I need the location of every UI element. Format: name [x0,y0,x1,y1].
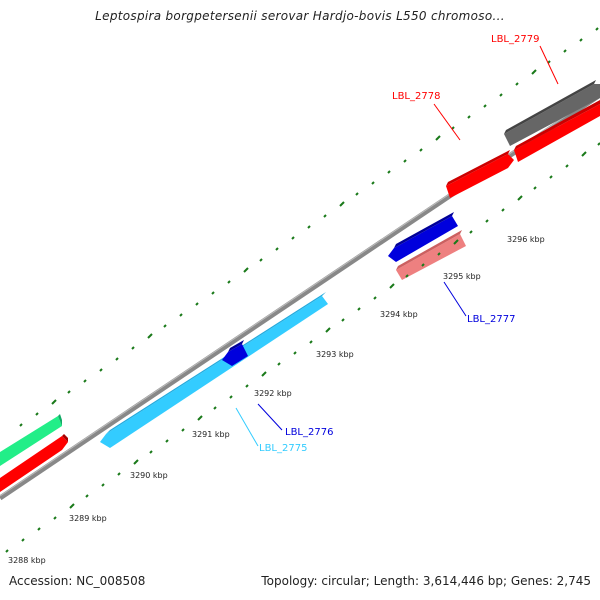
gene-label-lbl-2777[interactable]: LBL_2777 [467,314,515,325]
gene-red-left[interactable] [0,436,68,492]
inner-tick-row [5,142,600,553]
gene-label-lbl-2776[interactable]: LBL_2776 [285,427,333,438]
gene-callouts: LBL_2775 LBL_2776 LBL_2777 LBL_2778 LBL_… [235,34,559,454]
gene-label-lbl-2779[interactable]: LBL_2779 [491,34,539,45]
gene-lbl-2777[interactable] [396,234,466,280]
tick-label: 3288 kbp [8,556,46,565]
tick-label: 3296 kbp [507,235,545,244]
outer-tick-row [19,27,599,427]
tick-label: 3292 kbp [254,389,292,398]
gene-label-lbl-2775[interactable]: LBL_2775 [259,443,307,454]
tick-label: 3289 kbp [69,514,107,523]
gene-lbl-2778[interactable] [446,154,514,198]
gene-red-right[interactable] [514,104,600,162]
tick-label: 3290 kbp [130,471,168,480]
gene-lbl-2775[interactable] [100,296,328,448]
gene-lbl-2776[interactable] [222,344,248,366]
tick-labels: 3288 kbp 3289 kbp 3290 kbp 3291 kbp 3292… [8,235,545,565]
gene-blue-right[interactable] [388,216,458,262]
gene-label-lbl-2778[interactable]: LBL_2778 [392,91,440,102]
tick-label: 3294 kbp [380,310,418,319]
gene-green-left[interactable] [0,416,62,466]
tick-label: 3293 kbp [316,350,354,359]
accession-label: Accession: NC_008508 [9,574,146,588]
map-title: Leptospira borgpetersenii serovar Hardjo… [95,9,505,23]
gene-lbl-2779[interactable] [504,84,600,146]
plus-strand-genes [0,80,600,492]
minus-strand-genes [100,212,466,448]
tick-label: 3295 kbp [443,272,481,281]
topology-label: Topology: circular; Length: 3,614,446 bp… [261,574,591,588]
tick-label: 3291 kbp [192,430,230,439]
